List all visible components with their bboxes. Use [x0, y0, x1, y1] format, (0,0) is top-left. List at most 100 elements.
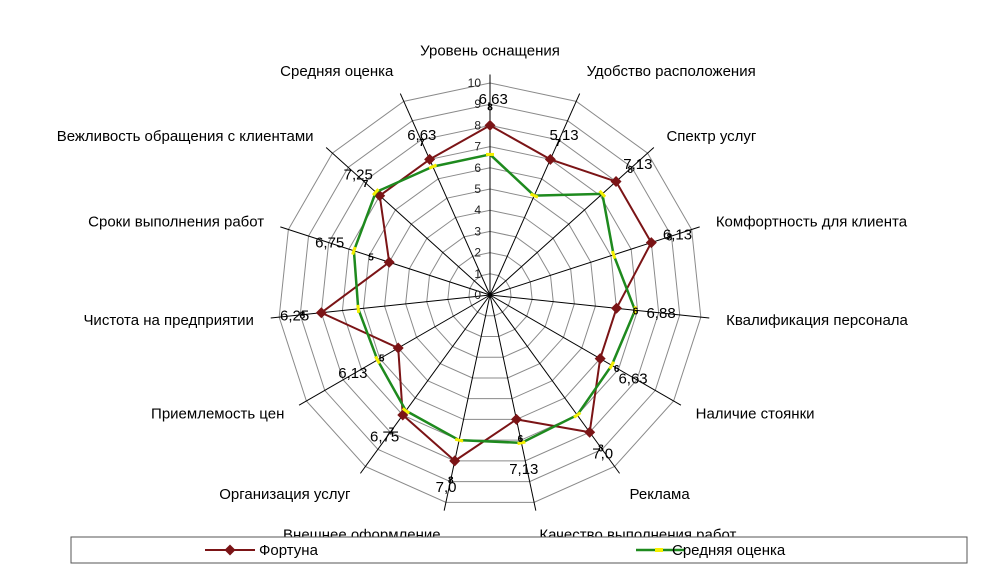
legend-label-series-2: Средняя оценка [672, 542, 786, 559]
tick-label: 2 [474, 246, 481, 260]
axis-spoke [270, 294, 491, 319]
data-label-series-2: 7,0 [436, 479, 457, 496]
grid-ring [278, 82, 702, 503]
grid-ring [362, 167, 618, 420]
data-label-series-2: 7,0 [592, 446, 613, 463]
data-point-series-1 [584, 426, 596, 438]
axis-spoke [489, 294, 710, 319]
data-label-series-1: 6 [633, 306, 639, 317]
legend-marker-dash [655, 548, 663, 552]
data-label-series-1: 7 [419, 138, 425, 149]
data-point-series-1 [645, 237, 657, 249]
data-point-series-1 [449, 455, 461, 467]
data-point-series-2 [529, 192, 539, 199]
data-point-series-2 [356, 304, 361, 313]
category-label: Средняя оценка [280, 63, 394, 80]
data-label-series-2: 6,25 [280, 308, 309, 325]
tick-label: 9 [474, 97, 481, 111]
axis-spoke [399, 93, 491, 296]
grid-ring [426, 230, 554, 358]
data-label-series-2: 5,13 [549, 127, 578, 144]
category-label: Комфортность для клиента [716, 214, 908, 231]
data-point-series-1 [544, 153, 556, 165]
data-label-series-1: 8 [487, 102, 493, 113]
data-point-series-2 [401, 407, 411, 415]
radar-grid [270, 74, 710, 511]
data-label-series-1: 8 [598, 444, 604, 455]
data-label-series-1: 5 [379, 354, 385, 365]
data-point-series-2 [454, 437, 464, 443]
data-label-series-1: 8 [667, 233, 673, 244]
legend-entry-fortuna: Фортуна [205, 542, 319, 559]
axis-spoke [443, 294, 491, 511]
data-point-series-1 [484, 119, 496, 131]
series-lines [315, 119, 657, 467]
axis-spoke [489, 147, 655, 296]
data-point-series-1 [611, 302, 623, 314]
axis-spoke [489, 294, 620, 474]
data-point-series-2 [608, 361, 616, 370]
grid-ring [299, 103, 681, 483]
tick-label: 7 [474, 140, 481, 154]
data-point-series-2 [351, 246, 357, 256]
category-label: Реклама [630, 486, 691, 503]
data-point-series-1 [510, 413, 522, 425]
category-label: Чистота на предприятии [83, 312, 253, 329]
category-label: Удобство расположения [587, 63, 756, 80]
data-label-series-2: 6,13 [663, 226, 692, 243]
grid-ring [405, 209, 575, 379]
tick-label: 8 [474, 118, 481, 132]
legend: Фортуна Средняя оценка [70, 536, 968, 564]
category-label: Вежливость обращения с клиентами [57, 128, 314, 145]
category-label: Квалификация персонала [726, 312, 908, 329]
data-point-series-2 [517, 440, 526, 446]
data-point-series-1 [315, 307, 327, 319]
data-label-series-1: 8 [627, 165, 633, 176]
data-point-series-2 [428, 163, 438, 170]
data-label-series-1: 6 [518, 434, 524, 445]
category-label: Спектр услуг [666, 128, 756, 145]
tick-label: 5 [474, 182, 481, 196]
data-point-series-1 [610, 176, 622, 188]
radial-axis-ticks: 0 1 2 3 4 5 6 7 8 9 10 [468, 76, 482, 302]
grid-ring [447, 252, 533, 337]
data-label-series-1: 8 [448, 476, 454, 487]
axis-spoke [325, 147, 491, 296]
category-label: Организация услуг [219, 486, 351, 503]
data-point-series-1 [392, 342, 404, 354]
data-label-series-1: 6 [614, 364, 620, 375]
data-label-series-1: 8 [300, 311, 306, 322]
grid-ring [384, 188, 596, 400]
axis-spoke [489, 294, 537, 511]
data-point-series-2 [371, 188, 380, 197]
data-point-series-1 [594, 353, 606, 365]
category-label: Приемлемость цен [151, 406, 284, 423]
category-label: Уровень оснащения [420, 43, 560, 60]
data-label-series-2: 7,13 [623, 156, 652, 173]
data-label-series-1: 7 [555, 138, 561, 149]
data-label-series-1: 7 [363, 179, 369, 190]
tick-label: 4 [474, 203, 481, 217]
data-label-series-2: 7,25 [344, 166, 373, 183]
data-point-series-2 [633, 306, 637, 315]
data-point-series-2 [610, 250, 617, 260]
legend-marker-diamond [224, 544, 236, 556]
data-point-series-1 [383, 256, 395, 268]
axis-spoke [489, 294, 682, 406]
legend-label-series-1: Фортуна [259, 542, 319, 559]
data-label-series-1: 5 [368, 252, 374, 263]
data-label-series-2: 7,13 [509, 461, 538, 478]
grid-ring [468, 273, 512, 317]
legend-entry-average: Средняя оценка [636, 542, 786, 559]
data-label-series-2: 6,63 [618, 371, 647, 388]
data-label-series-2: 6,13 [338, 365, 367, 382]
axis-spoke [489, 226, 700, 296]
category-label: Сроки выполнения работ [88, 214, 264, 231]
tick-label: 6 [474, 161, 481, 175]
series-line-2 [352, 153, 637, 445]
axis-spoke [298, 294, 491, 406]
data-label-series-1: 7 [389, 426, 395, 437]
data-point-series-2 [374, 355, 381, 365]
